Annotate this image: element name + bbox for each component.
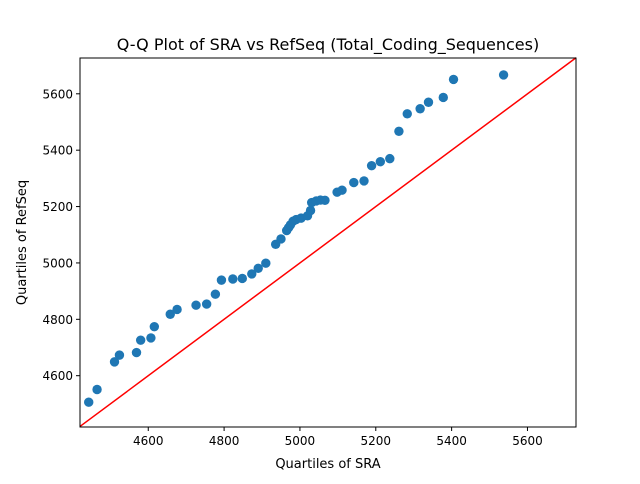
data-point xyxy=(402,109,412,119)
data-point xyxy=(349,177,359,188)
data-point xyxy=(261,258,271,268)
x-tick-label: 4800 xyxy=(209,434,240,448)
y-tick-label: 4800 xyxy=(42,313,73,327)
data-point xyxy=(415,104,425,114)
y-tick-label: 5600 xyxy=(42,87,73,101)
y-axis-label: Quartiles of RefSeq xyxy=(15,180,30,305)
x-axis-ticks: 4600 4800 5000 5200 5400 5600 xyxy=(133,427,543,448)
data-point xyxy=(394,126,404,136)
data-point xyxy=(423,97,434,107)
y-tick-label: 5200 xyxy=(42,200,73,214)
data-point xyxy=(247,269,257,279)
reference-line xyxy=(79,57,577,428)
chart-title: Q-Q Plot of SRA vs RefSeq (Total_Coding_… xyxy=(117,35,539,55)
data-point xyxy=(131,347,142,358)
data-point xyxy=(337,185,347,195)
y-tick-label: 5000 xyxy=(42,256,73,270)
data-point xyxy=(366,160,377,171)
plot-frame xyxy=(79,57,577,428)
data-point xyxy=(109,357,120,367)
data-point xyxy=(84,397,94,407)
x-tick-label: 5000 xyxy=(285,434,316,448)
data-point xyxy=(228,274,238,284)
x-tick-label: 5600 xyxy=(512,434,543,448)
data-point xyxy=(320,195,330,206)
data-point xyxy=(237,273,247,284)
x-tick-label: 4600 xyxy=(133,434,164,448)
x-tick-label: 5400 xyxy=(436,434,467,448)
data-point xyxy=(359,176,369,186)
data-point xyxy=(210,289,221,299)
x-tick-label: 5200 xyxy=(361,434,392,448)
y-tick-label: 5400 xyxy=(42,144,73,158)
y-tick-label: 4600 xyxy=(42,369,73,383)
data-point xyxy=(201,299,212,309)
data-points xyxy=(84,70,509,407)
data-point xyxy=(135,335,146,345)
data-point xyxy=(448,74,459,85)
data-point xyxy=(385,153,395,164)
data-point xyxy=(438,92,448,103)
reference-line-layer xyxy=(79,57,577,428)
data-point xyxy=(276,234,286,244)
plot-area xyxy=(79,57,577,428)
data-point xyxy=(146,333,156,343)
data-point xyxy=(149,321,160,332)
x-axis-label: Quartiles of SRA xyxy=(275,457,380,472)
data-point xyxy=(305,205,316,216)
data-point xyxy=(92,384,102,395)
data-point xyxy=(375,157,386,167)
data-point xyxy=(165,309,175,319)
data-point xyxy=(114,350,125,360)
y-axis-ticks: 4600 4800 5000 5200 5400 5600 xyxy=(42,87,80,383)
data-point xyxy=(498,70,509,80)
data-point xyxy=(172,304,182,315)
data-point xyxy=(191,300,201,310)
data-point xyxy=(216,275,227,285)
data-point xyxy=(253,263,263,273)
